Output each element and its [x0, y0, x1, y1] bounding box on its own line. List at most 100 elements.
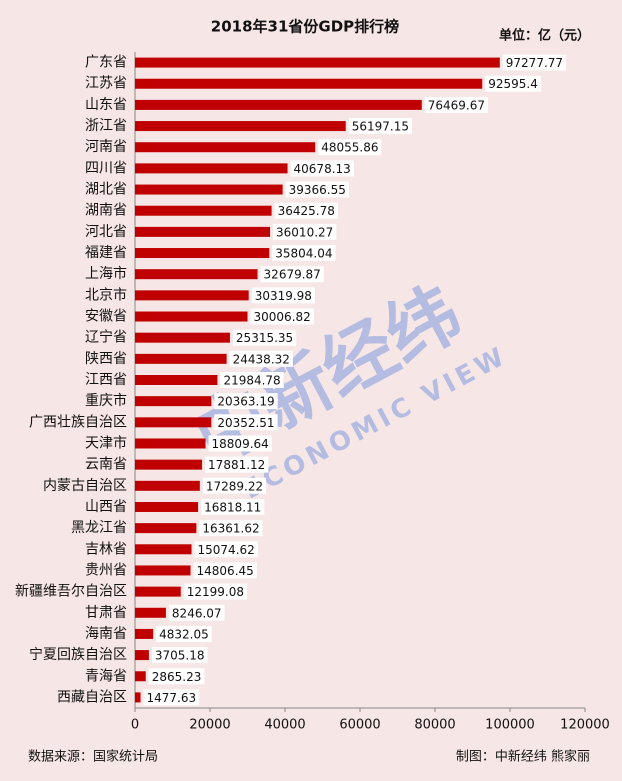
- value-label-bg: [272, 245, 336, 262]
- value-label: 39366.55: [289, 183, 346, 197]
- y-tick-label: 重庆市: [85, 392, 127, 409]
- value-label: 21984.78: [223, 374, 280, 388]
- y-tick-label: 新疆维吾尔自治区: [15, 584, 127, 600]
- y-tick-label: 陕西省: [85, 351, 127, 367]
- value-label: 30006.82: [254, 310, 311, 324]
- y-tick-label: 宁夏回族自治区: [29, 646, 127, 663]
- value-label: 36010.27: [276, 225, 333, 239]
- value-label: 36425.78: [278, 204, 335, 218]
- y-tick-label: 浙江省: [85, 118, 127, 134]
- value-label-bg: [273, 223, 337, 240]
- bar: [135, 396, 212, 407]
- y-tick-label: 甘肃省: [85, 605, 127, 621]
- value-label: 16818.11: [204, 500, 261, 514]
- value-label: 48055.86: [321, 141, 378, 155]
- bar: [135, 248, 270, 259]
- value-label-bg: [208, 435, 272, 452]
- value-label: 20363.19: [217, 395, 274, 409]
- y-tick-label: 江苏省: [85, 76, 127, 92]
- value-label: 76469.67: [428, 98, 485, 112]
- value-label-bg: [274, 202, 338, 219]
- value-label-bg: [250, 308, 314, 325]
- bar: [135, 501, 199, 512]
- value-label-bg: [485, 75, 541, 92]
- bar: [135, 226, 271, 237]
- value-label: 16361.62: [202, 522, 259, 536]
- value-label: 18809.64: [212, 437, 269, 451]
- value-label: 30319.98: [255, 289, 312, 303]
- value-label: 40678.13: [294, 162, 351, 176]
- value-label-bg: [183, 583, 248, 600]
- value-label: 15074.62: [198, 543, 255, 557]
- value-label-bg: [199, 520, 263, 537]
- value-label: 35804.04: [275, 247, 332, 261]
- value-label-bg: [168, 604, 225, 621]
- bar: [135, 78, 483, 89]
- x-tick-label: 60000: [339, 718, 380, 733]
- value-label: 3705.18: [155, 649, 205, 663]
- value-label-bg: [220, 372, 284, 388]
- bar: [135, 163, 288, 174]
- value-label-bg: [205, 456, 269, 473]
- x-tick-label: 20000: [189, 718, 230, 733]
- value-label-bg: [193, 562, 257, 579]
- y-tick-label: 北京市: [85, 286, 127, 303]
- bar: [135, 269, 258, 280]
- bar: [135, 459, 203, 470]
- value-label-bg: [202, 477, 267, 494]
- y-tick-label: 内蒙古自治区: [43, 478, 127, 494]
- x-tick-label: 120000: [560, 718, 610, 733]
- x-tick-label: 0: [131, 718, 139, 733]
- y-tick-label: 贵州省: [85, 562, 127, 578]
- value-label-bg: [156, 625, 212, 642]
- y-tick-label: 云南省: [85, 457, 127, 473]
- value-label-bg: [424, 96, 489, 113]
- y-tick-label: 河北省: [85, 224, 127, 240]
- source: 数据来源：国家统计局: [28, 749, 158, 765]
- credit: 制图：中新经纬 熊家丽: [456, 749, 590, 765]
- value-label-bg: [290, 160, 354, 177]
- bar: [135, 311, 248, 322]
- y-tick-label: 西藏自治区: [57, 689, 127, 705]
- y-tick-label: 辽宁省: [85, 329, 127, 346]
- value-label-bg: [260, 266, 324, 283]
- value-label: 20352.51: [217, 416, 274, 430]
- y-tick-label: 黑龙江省: [71, 520, 127, 536]
- value-label-bg: [229, 350, 293, 367]
- bar: [135, 607, 166, 618]
- value-label: 8246.07: [172, 606, 222, 620]
- x-tick-label: 80000: [414, 718, 455, 733]
- value-label-bg: [502, 54, 567, 71]
- value-label-bg: [232, 329, 297, 346]
- bar: [135, 332, 230, 343]
- value-label-bg: [251, 287, 315, 304]
- value-label-bg: [285, 181, 349, 198]
- y-tick-label: 上海市: [85, 265, 127, 282]
- y-tick-label: 安徽省: [85, 309, 127, 325]
- bar: [135, 671, 146, 682]
- bar: [135, 523, 197, 534]
- value-label: 56197.15: [352, 120, 409, 134]
- y-tick-label: 河南省: [85, 139, 127, 155]
- bar: [135, 290, 249, 301]
- value-label-bg: [143, 689, 200, 706]
- value-label-bg: [348, 118, 413, 135]
- bar: [135, 142, 316, 153]
- value-label: 24438.32: [233, 352, 290, 366]
- y-tick-label: 四川省: [85, 160, 127, 176]
- value-label: 1477.63: [147, 691, 197, 705]
- unit-label: 单位：亿（元）: [499, 28, 590, 44]
- chart-title: 2018年31省份GDP排行榜: [211, 18, 399, 36]
- value-label: 2865.23: [152, 670, 202, 684]
- y-tick-label: 山西省: [85, 499, 127, 515]
- value-label-bg: [151, 647, 208, 664]
- value-label-bg: [201, 498, 265, 515]
- bar: [135, 650, 149, 661]
- bar: [135, 480, 200, 491]
- bar: [135, 205, 272, 216]
- bar: [135, 184, 283, 195]
- bar: [135, 375, 218, 385]
- y-tick-label: 天津市: [85, 434, 127, 451]
- value-label: 25315.35: [236, 331, 293, 345]
- value-label: 17881.12: [208, 458, 265, 472]
